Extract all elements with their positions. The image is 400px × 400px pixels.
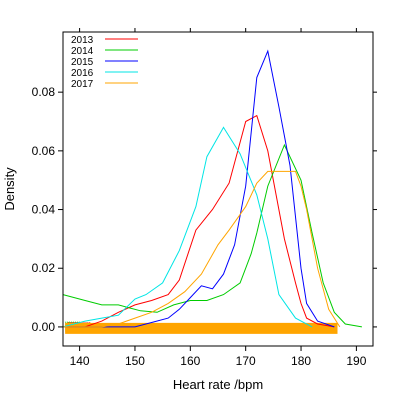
series-line-2014 bbox=[62, 143, 362, 328]
series-line-2016 bbox=[62, 126, 313, 328]
y-tick-label: 0.00 bbox=[32, 320, 56, 334]
legend-label: 2013 bbox=[71, 35, 94, 46]
y-axis: 0.00 0.02 0.04 0.06 0.08 bbox=[32, 85, 377, 334]
y-tick-label: 0.06 bbox=[32, 144, 56, 158]
legend-item-2015: 2015 bbox=[71, 57, 138, 68]
legend-label: 2017 bbox=[71, 79, 94, 90]
y-tick-label: 0.02 bbox=[32, 261, 56, 275]
x-axis-label: Heart rate /bpm bbox=[173, 377, 263, 392]
legend-item-2017: 2017 bbox=[71, 79, 138, 90]
rug-layer bbox=[65, 321, 338, 334]
series-line-2015 bbox=[63, 49, 335, 328]
x-tick-label: 190 bbox=[346, 354, 366, 368]
legend-item-2016: 2016 bbox=[71, 68, 138, 79]
series-line-2013 bbox=[63, 114, 335, 328]
x-tick-label: 170 bbox=[236, 354, 256, 368]
legend-label: 2015 bbox=[71, 57, 94, 68]
series-line-2017 bbox=[63, 170, 341, 328]
legend-item-2013: 2013 bbox=[71, 35, 138, 46]
plot-frame bbox=[62, 31, 374, 347]
legend-label: 2016 bbox=[71, 68, 94, 79]
x-tick-label: 160 bbox=[180, 354, 200, 368]
x-tick-label: 180 bbox=[291, 354, 311, 368]
x-axis: 140 150 160 170 180 190 bbox=[70, 28, 367, 368]
series-layer bbox=[62, 49, 362, 328]
y-tick-label: 0.08 bbox=[32, 85, 56, 99]
legend-item-2014: 2014 bbox=[71, 46, 138, 57]
x-tick-label: 150 bbox=[125, 354, 145, 368]
legend-label: 2014 bbox=[71, 46, 94, 57]
y-tick-label: 0.04 bbox=[32, 203, 56, 217]
rug-ticks bbox=[65, 322, 338, 334]
y-axis-label: Density bbox=[2, 167, 17, 211]
x-tick-label: 140 bbox=[70, 354, 90, 368]
